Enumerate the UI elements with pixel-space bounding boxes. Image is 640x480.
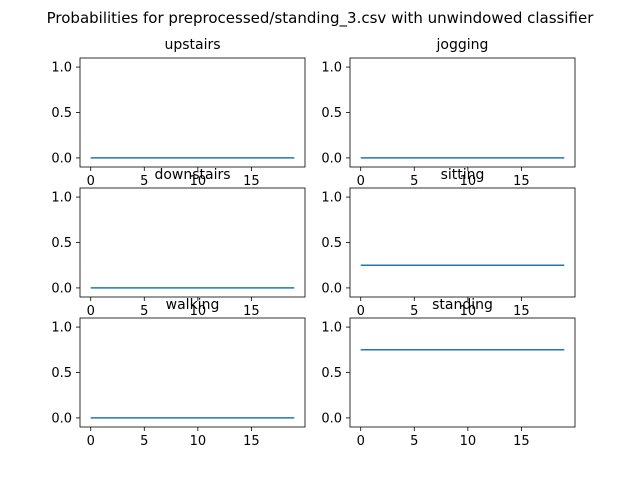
y-tick-label: 1.0 (321, 191, 342, 206)
y-tick-label: 0.5 (51, 366, 72, 381)
x-tick-label: 15 (243, 304, 260, 319)
subplot-walking: 0 5 10 15 0.0 0.5 1.0 walking (51, 297, 306, 449)
y-tick-label: 0.5 (321, 236, 342, 251)
subplot-title: upstairs (164, 37, 220, 53)
figure-title: Probabilities for preprocessed/standing_… (47, 9, 595, 28)
y-tick-label: 1.0 (51, 321, 72, 336)
axes-frame (79, 317, 306, 428)
y-tick-label: 0.0 (51, 411, 72, 426)
x-tick-label: 0 (357, 174, 365, 189)
subplot-title: standing (432, 297, 493, 313)
axes-frame (79, 57, 306, 168)
x-tick-label: 10 (460, 434, 477, 449)
subplot-title: walking (166, 297, 220, 313)
x-tick-label: 5 (140, 174, 148, 189)
x-tick-label: 10 (460, 304, 477, 319)
y-tick-label: 0.0 (321, 281, 342, 296)
y-tick-label: 0.0 (51, 281, 72, 296)
y-tick-label: 0.0 (321, 151, 342, 166)
x-tick-label: 5 (140, 434, 148, 449)
axes-frame (79, 187, 306, 298)
x-tick-label: 0 (87, 434, 95, 449)
y-tick-label: 1.0 (321, 61, 342, 76)
subplot-standing: 0 5 10 15 0.0 0.5 1.0 standing (321, 297, 576, 449)
y-tick-label: 0.0 (321, 411, 342, 426)
y-tick-label: 0.0 (51, 151, 72, 166)
axes-frame (349, 317, 576, 428)
y-tick-label: 0.5 (51, 236, 72, 251)
x-tick-label: 15 (243, 174, 260, 189)
x-tick-label: 10 (460, 174, 477, 189)
x-tick-label: 15 (513, 174, 530, 189)
x-tick-label: 5 (410, 434, 418, 449)
subplot-grid: 0 5 10 15 0.0 0.5 1.0 upstairs 0 5 10 15 0.0 0.5 1.0 jo… (51, 37, 576, 449)
x-tick-label: 5 (140, 304, 148, 319)
x-tick-label: 15 (513, 434, 530, 449)
y-tick-label: 0.5 (321, 106, 342, 121)
y-tick-label: 0.5 (51, 106, 72, 121)
x-tick-label: 0 (87, 174, 95, 189)
x-tick-label: 10 (190, 434, 207, 449)
y-tick-label: 1.0 (321, 321, 342, 336)
subplot-upstairs: 0 5 10 15 0.0 0.5 1.0 upstairs (51, 37, 306, 189)
x-tick-label: 5 (410, 174, 418, 189)
x-tick-label: 15 (513, 304, 530, 319)
y-tick-label: 1.0 (51, 191, 72, 206)
subplot-title: downstairs (154, 167, 230, 183)
x-tick-label: 5 (410, 304, 418, 319)
x-tick-label: 0 (357, 434, 365, 449)
x-tick-label: 15 (243, 434, 260, 449)
y-tick-label: 0.5 (321, 366, 342, 381)
subplot-title: jogging (436, 37, 489, 53)
x-tick-label: 10 (190, 304, 207, 319)
subplot-sitting: 0 5 10 15 0.0 0.5 1.0 sitting (321, 167, 576, 319)
x-tick-label: 0 (87, 304, 95, 319)
subplot-title: sitting (441, 167, 485, 183)
x-tick-label: 10 (190, 174, 207, 189)
subplot-jogging: 0 5 10 15 0.0 0.5 1.0 jogging (321, 37, 576, 189)
y-tick-label: 1.0 (51, 61, 72, 76)
axes-frame (349, 57, 576, 168)
subplot-downstairs: 0 5 10 15 0.0 0.5 1.0 downstairs (51, 167, 306, 319)
x-tick-label: 0 (357, 304, 365, 319)
axes-frame (349, 187, 576, 298)
